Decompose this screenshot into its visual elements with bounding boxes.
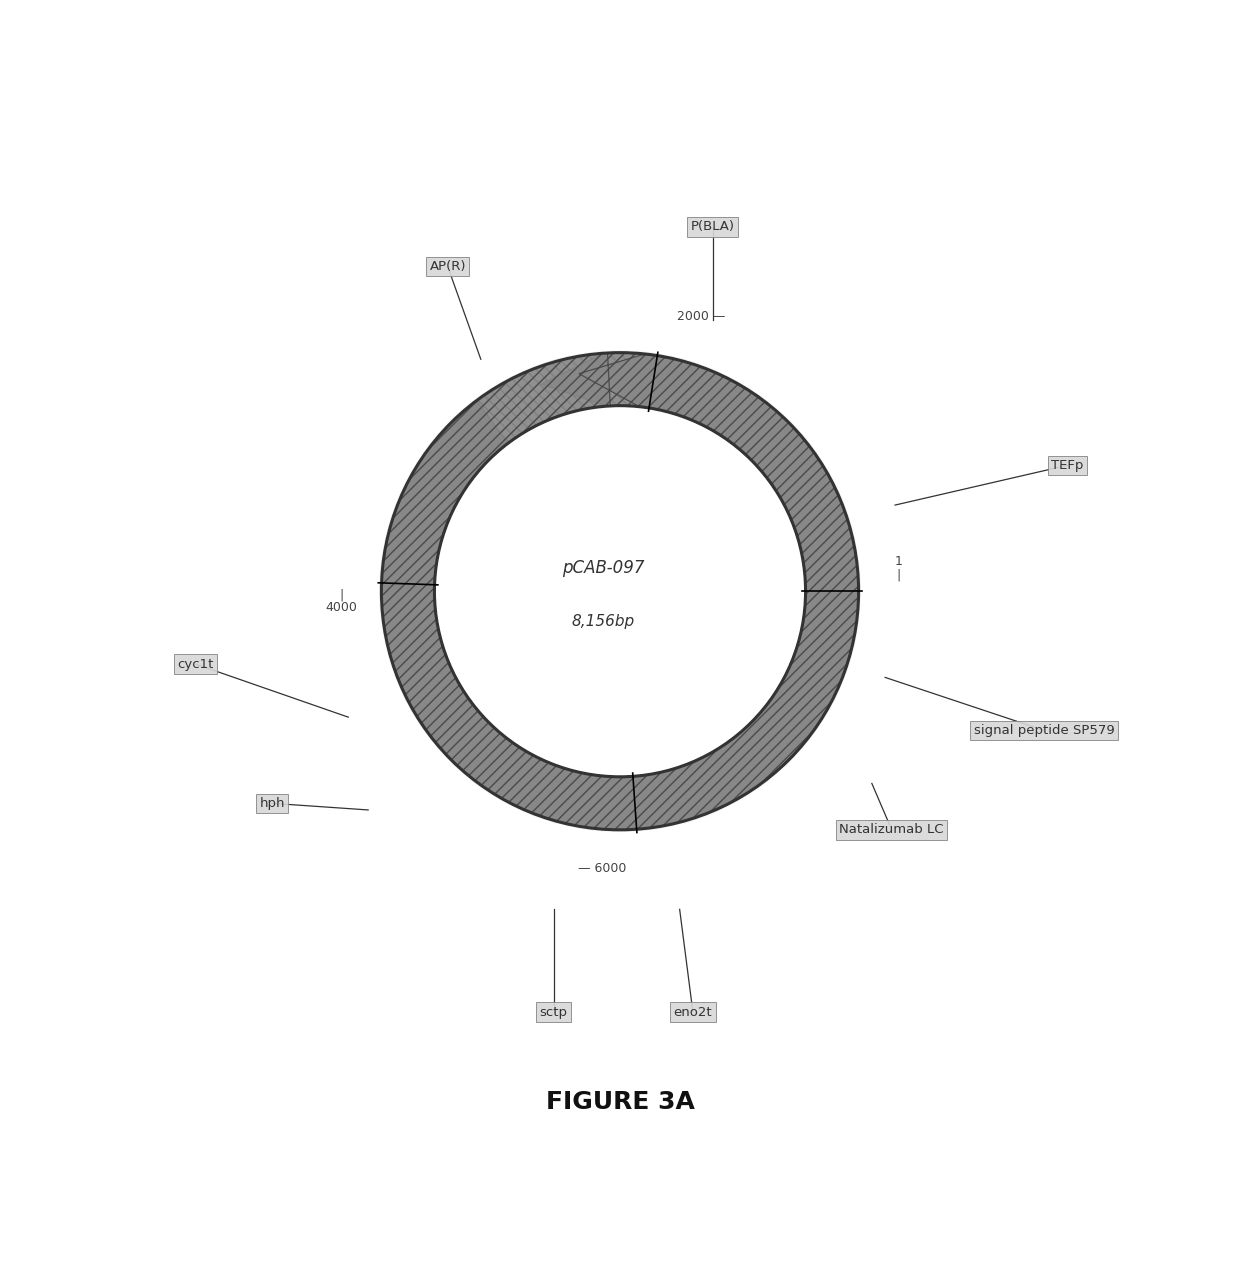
- Polygon shape: [646, 355, 857, 628]
- Text: 4000: 4000: [326, 602, 358, 615]
- Polygon shape: [382, 352, 858, 830]
- Text: P(BLA): P(BLA): [691, 220, 735, 233]
- Polygon shape: [382, 353, 858, 830]
- Text: AP(R): AP(R): [429, 260, 466, 273]
- Polygon shape: [382, 352, 858, 830]
- Circle shape: [436, 408, 804, 775]
- Circle shape: [379, 351, 861, 832]
- Text: TEFp: TEFp: [1052, 459, 1084, 472]
- Text: Natalizumab LC: Natalizumab LC: [839, 823, 944, 837]
- Text: |: |: [897, 568, 900, 582]
- Text: 2000 —: 2000 —: [677, 309, 725, 323]
- Text: eno2t: eno2t: [673, 1006, 712, 1018]
- Polygon shape: [785, 598, 858, 738]
- Text: 1: 1: [894, 555, 903, 568]
- Text: — 6000: — 6000: [578, 862, 626, 876]
- Text: sctp: sctp: [539, 1006, 568, 1018]
- Text: pCAB-097: pCAB-097: [562, 559, 645, 577]
- Polygon shape: [632, 675, 832, 815]
- Polygon shape: [382, 353, 858, 829]
- Text: FIGURE 3A: FIGURE 3A: [546, 1089, 694, 1113]
- Text: 8,156bp: 8,156bp: [572, 613, 635, 628]
- Text: |: |: [340, 588, 343, 601]
- Polygon shape: [382, 353, 858, 830]
- Text: cyc1t: cyc1t: [177, 658, 215, 670]
- Text: hph: hph: [259, 796, 285, 810]
- Polygon shape: [382, 352, 858, 830]
- Text: signal peptide SP579: signal peptide SP579: [973, 724, 1115, 737]
